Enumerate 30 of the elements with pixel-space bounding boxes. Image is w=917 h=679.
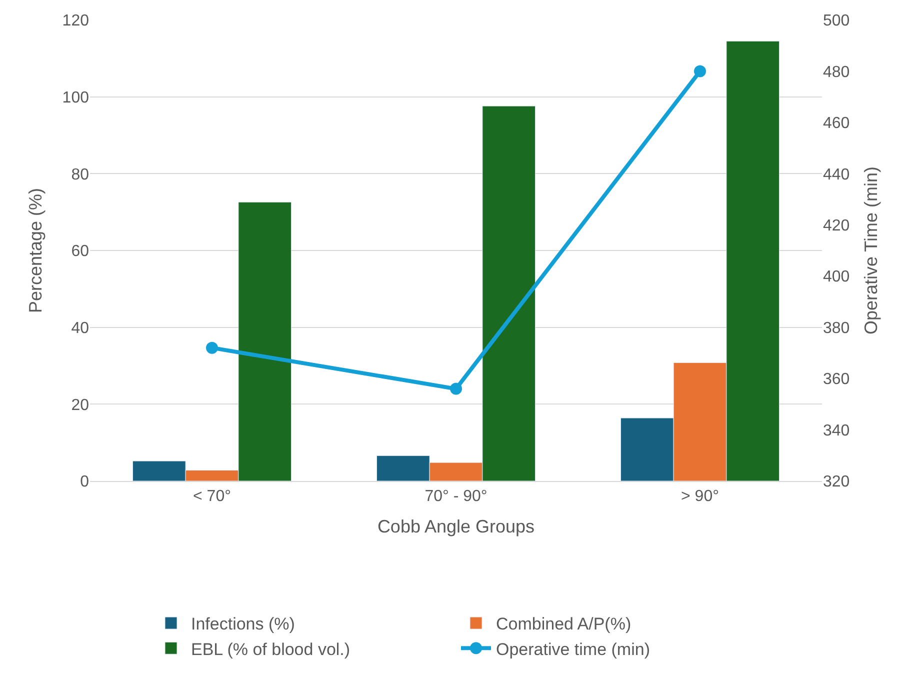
y2-tick-label: 380 — [823, 320, 850, 337]
legend-label: Operative time (min) — [496, 640, 650, 659]
y2-tick-label: 420 — [823, 217, 850, 234]
y-tick-label: 100 — [62, 89, 90, 106]
y2-tick-label: 320 — [823, 474, 850, 491]
x-tick-label: < 70° — [193, 488, 231, 506]
y-tick-label: 60 — [71, 243, 90, 260]
y-tick-label: 120 — [62, 12, 90, 30]
legend-label: EBL (% of blood vol.) — [191, 640, 350, 659]
y2-tick-label: 400 — [823, 268, 850, 286]
point — [450, 382, 462, 395]
point — [694, 65, 706, 78]
y2-tick-label: 340 — [823, 422, 850, 440]
y2-axis-title: Operative Time (min) — [860, 166, 881, 335]
y2-tick-label: 480 — [823, 64, 850, 81]
y-tick-label: 20 — [71, 396, 90, 414]
y2-tick-label: 440 — [823, 166, 850, 184]
y-tick-label: 40 — [71, 320, 90, 337]
x-tick-label: > 90° — [681, 488, 719, 506]
y-axis-title: Percentage (%) — [25, 188, 46, 314]
y2-tick-label: 360 — [823, 371, 850, 388]
y-tick-label: 0 — [80, 474, 90, 491]
y2-tick-label: 500 — [823, 12, 850, 30]
y-tick-label: 80 — [71, 166, 90, 184]
x-tick-label: 70° - 90° — [424, 488, 488, 506]
y2-tick-label: 460 — [823, 115, 850, 132]
legend-label: Combined A/P(%) — [496, 614, 632, 634]
x-axis-title: Cobb Angle Groups — [377, 516, 535, 536]
legend-label: Infections (%) — [191, 614, 295, 634]
point — [206, 342, 218, 354]
